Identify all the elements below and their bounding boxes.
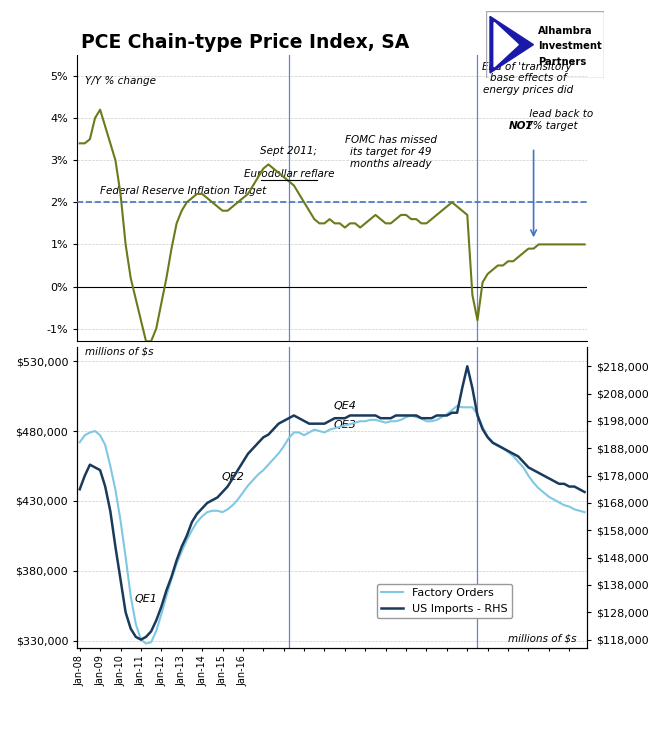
Text: PCE Chain-type Price Index, SA: PCE Chain-type Price Index, SA (81, 33, 409, 52)
Text: Federal Reserve Inflation Target: Federal Reserve Inflation Target (100, 186, 266, 196)
Text: Alhambra: Alhambra (538, 26, 592, 36)
Text: QE4: QE4 (333, 400, 356, 411)
Polygon shape (490, 16, 533, 73)
Text: millions of $s: millions of $s (509, 634, 577, 644)
Text: millions of $s: millions of $s (85, 346, 153, 356)
Polygon shape (494, 23, 518, 67)
Text: Investment: Investment (538, 41, 602, 51)
Text: Sept 2011;: Sept 2011; (260, 146, 317, 156)
Text: End of 'transitory'
base effects of
energy prices did: End of 'transitory' base effects of ener… (482, 61, 575, 95)
Text: QE3: QE3 (333, 420, 356, 430)
Text: QE2: QE2 (221, 472, 244, 482)
Text: Eurodollar reflare: Eurodollar reflare (244, 169, 334, 179)
Text: NOT: NOT (509, 121, 533, 131)
Text: Y/Y % change: Y/Y % change (85, 76, 156, 86)
Text: lead back to
2% target: lead back to 2% target (526, 109, 593, 131)
Legend: Factory Orders, US Imports - RHS: Factory Orders, US Imports - RHS (376, 583, 512, 619)
Text: QE1: QE1 (135, 594, 158, 604)
Text: Partners: Partners (538, 57, 586, 67)
Text: FOMC has missed
its target for 49
months already: FOMC has missed its target for 49 months… (345, 135, 437, 168)
